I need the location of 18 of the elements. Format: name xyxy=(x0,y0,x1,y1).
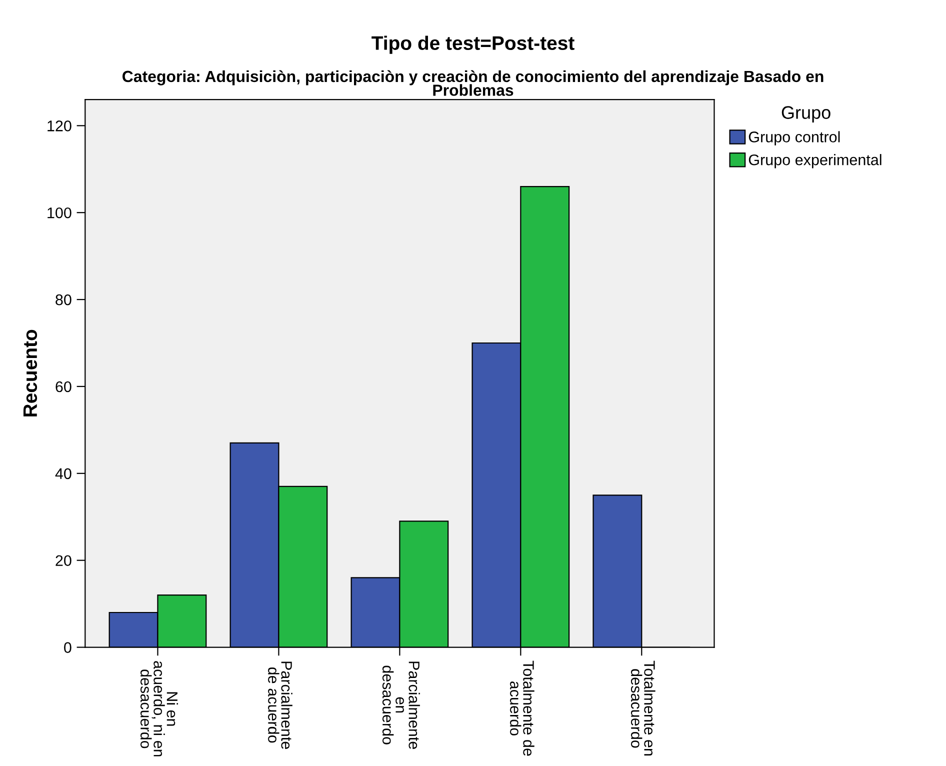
y-tick-label: 20 xyxy=(56,555,72,566)
y-axis-title: Recuento xyxy=(23,330,38,416)
legend-label: Grupo experimental xyxy=(748,154,882,168)
x-tick-label: Ni en acuerdo, ni en desacuerdo xyxy=(140,661,178,756)
y-tick-label: 120 xyxy=(48,120,72,132)
legend-title: Grupo xyxy=(782,106,830,123)
chart-title: Tipo de test=Post-test xyxy=(372,36,574,54)
x-tick-label: Totalmente de acuerdo xyxy=(510,660,534,756)
y-tick-label: 60 xyxy=(56,381,72,392)
chart-subtitle: Categoria: Adquisiciòn, participaciòn y creaciòn de conocimiento del aprendizaje Basado en Problemas xyxy=(122,70,824,96)
legend-label: Grupo control xyxy=(748,131,840,146)
y-tick-label: 0 xyxy=(64,642,72,653)
y-tick-label: 100 xyxy=(48,207,72,218)
x-tick-label: Parcialmente de acuerdo xyxy=(268,662,292,749)
x-tick-label: Totalmente en desacuerdo xyxy=(630,660,656,756)
y-tick-label: 80 xyxy=(56,294,72,306)
y-tick-label: 40 xyxy=(55,468,72,480)
x-tick-label: Parcialmente en desacuerdo xyxy=(382,662,420,749)
